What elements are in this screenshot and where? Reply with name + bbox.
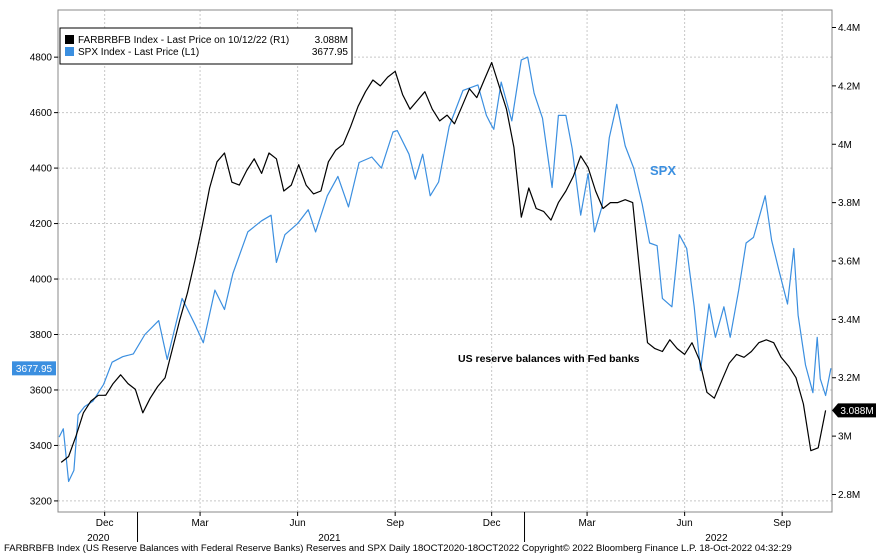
right-tick-label: 4M xyxy=(838,140,852,151)
right-last-value-tag-bg xyxy=(832,403,876,418)
left-tick-label: 3400 xyxy=(30,441,53,452)
series-lines xyxy=(58,56,832,483)
left-last-value-tag-bg xyxy=(12,361,56,376)
spx-annotation: SPX xyxy=(650,163,676,178)
left-tick-label: 4600 xyxy=(30,108,53,119)
right-tick-label: 3.4M xyxy=(838,315,860,326)
x-tick-label: Dec xyxy=(483,518,501,529)
x-tick-label: Jun xyxy=(677,518,693,529)
chart: 3200 3400 3600 3800 4000 4200 4400 4600 4800 2.8M… xyxy=(0,0,881,545)
annotations: SPX US reserve balances with Fed banks xyxy=(458,163,676,365)
legend-value: 3.088M xyxy=(315,35,348,46)
reserves-annotation: US reserve balances with Fed banks xyxy=(458,353,640,365)
legend-label: FARBRBFB Index - Last Price on 10/12/22 … xyxy=(78,35,289,46)
spx-series-line xyxy=(58,56,832,483)
right-tick-label: 2.8M xyxy=(838,490,860,501)
right-tick-label: 3.8M xyxy=(838,198,860,209)
left-tick-label: 4200 xyxy=(30,219,53,230)
left-tick-label: 3800 xyxy=(30,330,53,341)
right-tick-label: 3M xyxy=(838,432,852,443)
right-tick-label: 3.2M xyxy=(838,373,860,384)
x-tick-label: Sep xyxy=(773,518,791,529)
right-tick-label: 4.4M xyxy=(838,23,860,34)
legend-swatch xyxy=(65,47,74,56)
legend-value: 3677.95 xyxy=(312,47,349,58)
left-tick-label: 4000 xyxy=(30,275,53,286)
left-last-value-tag: 3677.95 xyxy=(16,364,53,375)
year-label: 2021 xyxy=(318,533,341,544)
right-tick-label: 3.6M xyxy=(838,257,860,268)
legend-label: SPX Index - Last Price (L1) xyxy=(78,47,199,58)
legend-swatch xyxy=(65,35,74,44)
left-tick-label: 4800 xyxy=(30,53,53,64)
right-tick-label: 4.2M xyxy=(838,81,860,92)
x-tick-label: Dec xyxy=(96,518,114,529)
year-label: 2022 xyxy=(705,533,728,544)
x-tick-label: Mar xyxy=(191,518,209,529)
x-tick-label: Jun xyxy=(290,518,306,529)
axes: 3200 3400 3600 3800 4000 4200 4400 4600 4800 2.8M… xyxy=(12,23,876,544)
footer-caption: FARBRBFB Index (US Reserve Balances with… xyxy=(4,543,792,554)
year-label: 2020 xyxy=(87,533,110,544)
left-tick-label: 3600 xyxy=(30,385,53,396)
left-tick-label: 4400 xyxy=(30,164,53,175)
x-tick-label: Sep xyxy=(386,518,404,529)
x-tick-label: Mar xyxy=(578,518,596,529)
chart-background xyxy=(0,0,881,545)
legend: FARBRBFB Index - Last Price on 10/12/22 … xyxy=(59,27,353,65)
left-tick-label: 3200 xyxy=(30,496,53,507)
legend-box xyxy=(59,27,353,65)
reserves-series-line xyxy=(60,61,827,463)
right-last-value-tag: 3.088M xyxy=(840,406,873,417)
